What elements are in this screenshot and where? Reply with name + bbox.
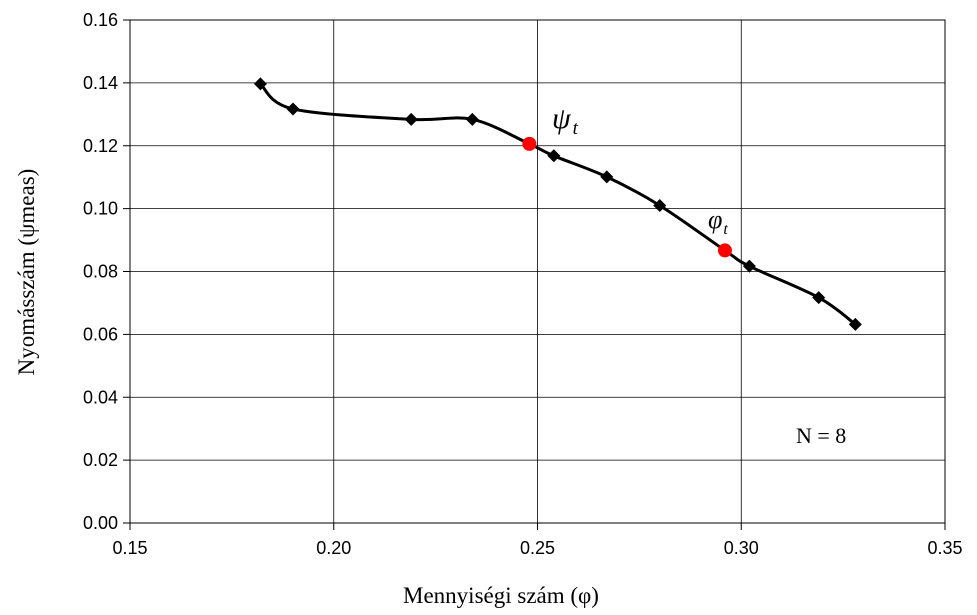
x-axis-ticks: 0.15 0.20 0.25 0.30 0.35 [112, 523, 963, 558]
highlight-point [717, 243, 732, 258]
data-point-marker [600, 170, 614, 184]
y-axis-ticks: 0.00 0.02 0.04 0.06 0.08 0.10 0.12 0.14 0.16 [83, 10, 130, 533]
n-annotation: N = 8 [796, 423, 846, 448]
y-tick-label: 0.14 [83, 73, 118, 93]
y-tick-label: 0.04 [83, 387, 118, 407]
y-tick-label: 0.16 [83, 10, 118, 30]
data-point-marker [653, 198, 667, 212]
series-line [258, 82, 857, 326]
data-point-marker [286, 102, 300, 116]
series-markers [253, 77, 862, 331]
data-point-marker [547, 149, 561, 163]
y-tick-label: 0.08 [83, 262, 118, 282]
y-tick-label: 0.12 [83, 136, 118, 156]
x-axis-title: Mennyiségi szám (φ) [403, 583, 599, 608]
y-tick-label: 0.02 [83, 450, 118, 470]
x-tick-label: 0.30 [724, 538, 759, 558]
x-tick-label: 0.20 [316, 538, 351, 558]
data-point-marker [404, 112, 418, 126]
data-point-marker [848, 317, 862, 331]
y-axis-title: Nyomásszám (ψmeas) [14, 169, 39, 376]
x-tick-label: 0.25 [520, 538, 555, 558]
x-tick-label: 0.35 [927, 538, 962, 558]
data-point-marker [812, 291, 826, 305]
data-point-marker [742, 259, 756, 273]
y-tick-label: 0.10 [83, 199, 118, 219]
data-point-marker [253, 77, 267, 91]
highlight-point [522, 136, 537, 151]
y-tick-label: 0.00 [83, 513, 118, 533]
y-tick-label: 0.06 [83, 324, 118, 344]
phi-t-label: φt [708, 205, 728, 238]
x-tick-label: 0.15 [112, 538, 147, 558]
highlighted-points [522, 136, 732, 258]
data-point-marker [465, 112, 479, 126]
